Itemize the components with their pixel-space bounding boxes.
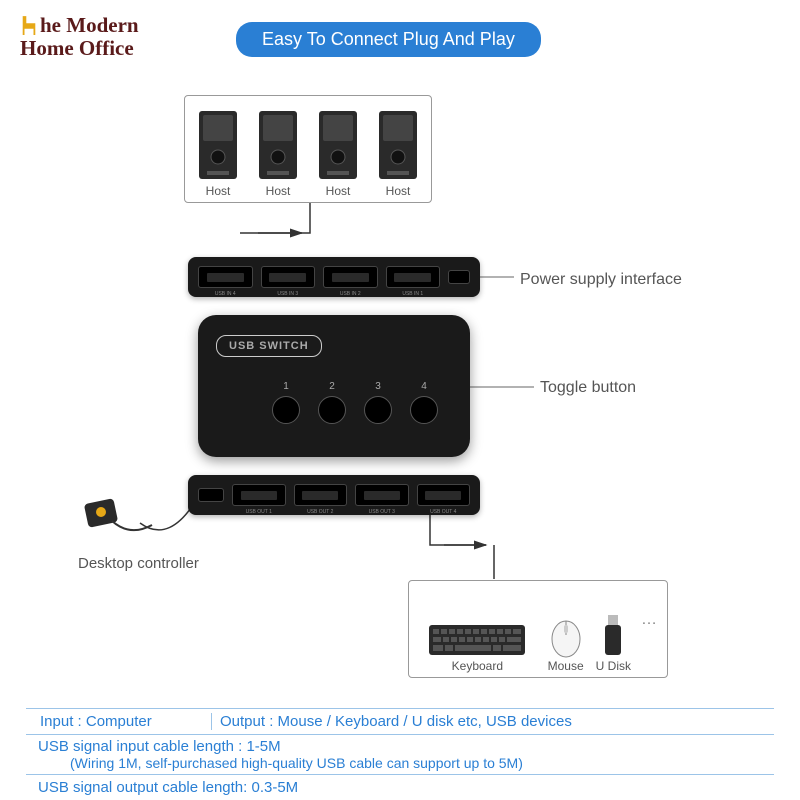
callout-power: Power supply interface <box>520 271 682 289</box>
peripheral-label: Keyboard <box>452 659 503 673</box>
host-label: Host <box>266 184 291 198</box>
toggle-buttons: 1 2 3 4 <box>272 381 452 424</box>
usb-in-port: USB IN 4 <box>198 266 253 288</box>
usb-out-port: USB OUT 3 <box>355 484 409 506</box>
table-row: USB signal input cable length : 1-5M (Wi… <box>26 734 774 774</box>
host-label: Host <box>386 184 411 198</box>
host-item: Host <box>251 109 305 198</box>
table-row: Input : Computer Output : Mouse / Keyboa… <box>26 708 774 734</box>
input-cell: Input : Computer <box>32 713 212 730</box>
switch-label: USB SWITCH <box>216 335 322 357</box>
spec-table: Input : Computer Output : Mouse / Keyboa… <box>26 708 774 800</box>
toggle-button <box>272 396 300 424</box>
pc-tower-icon <box>197 109 239 181</box>
peripherals-box: Keyboard Mouse U Disk … <box>408 580 668 678</box>
sig-in-cell: USB signal input cable length : 1-5M <box>38 738 762 755</box>
usb-in-port: USB IN 3 <box>261 266 316 288</box>
logo-line1: he Modern <box>40 13 139 37</box>
host-item: Host <box>371 109 425 198</box>
table-row: USB signal output cable length: 0.3-5M <box>26 774 774 800</box>
pc-tower-icon <box>257 109 299 181</box>
usb-out-port: USB OUT 1 <box>232 484 286 506</box>
key-port <box>198 488 224 502</box>
peripheral-more-icon: … <box>641 611 657 649</box>
usb-in-bar: USB IN 4 USB IN 3 USB IN 2 USB IN 1 <box>188 257 480 297</box>
pc-tower-icon <box>377 109 419 181</box>
peripheral-keyboard: Keyboard <box>419 615 536 673</box>
toggle-button <box>410 396 438 424</box>
peripheral-label: U Disk <box>596 659 631 673</box>
controller-label: Desktop controller <box>78 555 199 572</box>
usb-out-port: USB OUT 2 <box>294 484 348 506</box>
host-box: Host Host Host <box>184 95 432 203</box>
host-label: Host <box>206 184 231 198</box>
logo-line2: Home Office <box>20 36 134 60</box>
power-port <box>448 270 470 284</box>
mouse-icon <box>546 611 586 659</box>
callout-toggle: Toggle button <box>540 379 636 397</box>
connection-diagram: Host Host Host <box>0 85 800 715</box>
brand-logo: he Modern Home Office <box>20 14 139 60</box>
output-cell: Output : Mouse / Keyboard / U disk etc, … <box>212 713 580 730</box>
peripheral-udisk: U Disk <box>596 611 631 673</box>
usb-out-port: USB OUT 4 <box>417 484 471 506</box>
sig-in-note: (Wiring 1M, self-purchased high-quality … <box>38 755 762 771</box>
pc-tower-icon <box>317 109 359 181</box>
title-badge: Easy To Connect Plug And Play <box>236 22 541 57</box>
usb-drive-icon <box>599 611 627 659</box>
usb-out-bar: USB OUT 1 USB OUT 2 USB OUT 3 USB OUT 4 <box>188 475 480 515</box>
sig-out-cell: USB signal output cable length: 0.3-5M <box>38 779 762 796</box>
host-label: Host <box>326 184 351 198</box>
chair-icon <box>20 15 38 37</box>
host-item: Host <box>191 109 245 198</box>
peripheral-mouse: Mouse <box>546 611 586 673</box>
toggle-button <box>318 396 346 424</box>
desktop-controller-icon <box>82 497 158 549</box>
keyboard-icon <box>427 615 527 659</box>
host-item: Host <box>311 109 365 198</box>
toggle-button <box>364 396 392 424</box>
usb-switch-body: USB SWITCH 1 2 3 4 <box>198 315 470 457</box>
peripheral-label: Mouse <box>548 659 584 673</box>
usb-in-port: USB IN 1 <box>386 266 441 288</box>
usb-in-port: USB IN 2 <box>323 266 378 288</box>
